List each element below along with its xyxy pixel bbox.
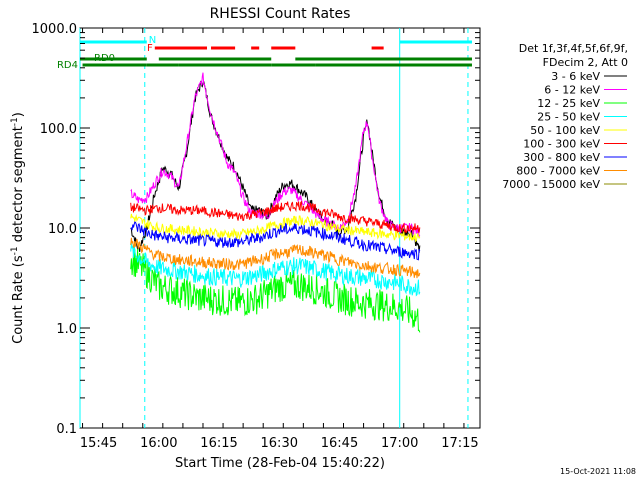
x-tick-label: 17:15 <box>441 436 478 451</box>
legend-label: 3 - 6 keV <box>551 70 600 83</box>
legend-label: 800 - 7000 keV <box>516 165 600 178</box>
y-tick-label: 10.0 <box>48 222 77 237</box>
x-axis-ticks: 15:45 16:00 16:15 16:30 16:45 17:00 17:15 <box>80 28 479 451</box>
plot-area: NF RD0 RD4 <box>57 27 481 429</box>
y-axis-label-exponent-1: -1 <box>10 246 20 255</box>
series-line-7 <box>130 237 421 279</box>
legend-label: 25 - 50 keV <box>537 111 600 124</box>
x-tick-label: 16:30 <box>261 436 298 451</box>
legend-label: 7000 - 15000 keV <box>502 178 600 191</box>
series-line-6 <box>130 221 421 261</box>
legend-label: 100 - 300 keV <box>523 138 600 151</box>
series-line-2 <box>130 248 421 333</box>
y-tick-label: 100.0 <box>40 122 77 137</box>
y-tick-label: 1000.0 <box>32 22 78 37</box>
footer-timestamp: 15-Oct-2021 11:08 <box>560 467 636 476</box>
legend-title-line-2: FDecim 2, Att 0 <box>543 56 628 69</box>
legend-title-line-1: Det 1f,3f,4f,5f,6f,9f, <box>519 42 628 55</box>
x-axis-label: Start Time (28-Feb-04 15:40:22) <box>175 456 385 471</box>
y-axis-label-exponent-2: -1 <box>10 117 20 126</box>
legend-label: 50 - 100 keV <box>530 124 600 137</box>
x-tick-label: 16:15 <box>200 436 237 451</box>
y-tick-label: 1.0 <box>56 322 77 337</box>
x-tick-label: 16:00 <box>140 436 177 451</box>
chart-title: RHESSI Count Rates <box>210 6 351 22</box>
legend-label: 300 - 800 keV <box>523 151 600 164</box>
series-line-4 <box>130 213 421 243</box>
rd0-label: RD0 <box>94 53 115 64</box>
y-axis-label-part-3: ) <box>11 112 26 117</box>
attenuator-label: N <box>149 35 156 46</box>
x-tick-label: 17:00 <box>381 436 418 451</box>
y-axis-ticks: 0.1 1.0 10.0 100.0 1000.0 <box>32 22 480 437</box>
x-tick-label: 16:45 <box>321 436 358 451</box>
legend-label: 12 - 25 keV <box>537 97 600 110</box>
y-tick-label: 0.1 <box>56 422 77 437</box>
series-line-1 <box>130 72 421 239</box>
legend: Det 1f,3f,4f,5f,6f,9f, FDecim 2, Att 0 3… <box>502 42 628 191</box>
series-line-5 <box>130 200 421 234</box>
rd4-label: RD4 <box>57 60 78 71</box>
flare-label: F <box>147 43 153 54</box>
y-axis-label: Count Rate (s-1 detector segment-1) <box>10 112 26 344</box>
y-axis-label-part-1: Count Rate (s <box>11 255 26 344</box>
legend-label: 6 - 12 keV <box>544 84 600 97</box>
x-tick-label: 15:45 <box>80 436 117 451</box>
y-axis-label-part-2: detector segment <box>11 126 26 246</box>
